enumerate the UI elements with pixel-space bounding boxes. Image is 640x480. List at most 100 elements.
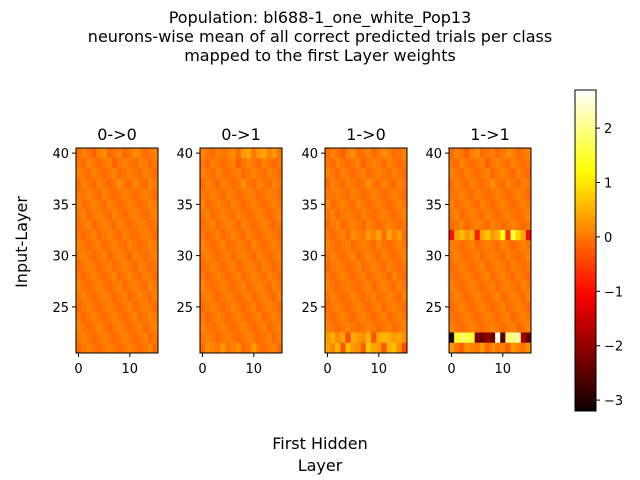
heatmap-panel: 1->1 25 30 35 40 0 10 — [425, 125, 532, 377]
x-tick-label: 0 — [74, 362, 82, 377]
heatmap-cell — [117, 189, 123, 200]
heatmap-cell — [117, 148, 123, 159]
heatmap-cell — [132, 230, 138, 241]
heatmap-cell — [111, 199, 118, 210]
heatmap-cell — [490, 199, 496, 210]
heatmap-cell — [490, 178, 496, 190]
heatmap-cell — [520, 158, 527, 169]
heatmap-cell — [230, 301, 237, 313]
heatmap-cell — [256, 291, 262, 303]
heatmap-cell — [81, 291, 87, 303]
heatmap-cell — [230, 230, 237, 241]
heatmap-cell — [495, 301, 501, 313]
heatmap-cell — [205, 199, 211, 210]
heatmap-cell — [266, 209, 273, 221]
heatmap-cell — [490, 301, 496, 313]
heatmap-cell — [520, 332, 527, 344]
heatmap-cell — [200, 301, 206, 313]
y-tick-label: 30 — [52, 250, 69, 265]
heatmap-cell — [345, 271, 352, 282]
heatmap-cell — [350, 148, 357, 159]
heatmap-cell — [474, 168, 481, 180]
heatmap-cell — [469, 240, 476, 251]
heatmap-cell — [220, 312, 227, 323]
heatmap-cell — [345, 301, 352, 313]
y-tick-label: 30 — [425, 250, 442, 265]
heatmap-cell — [132, 219, 138, 231]
heatmap-cell — [266, 342, 273, 354]
heatmap-cell — [330, 230, 336, 241]
heatmap-cell — [371, 178, 377, 190]
heatmap-cell — [117, 168, 123, 180]
heatmap-cell — [469, 291, 476, 303]
heatmap-cell — [474, 342, 481, 354]
heatmap-cell — [355, 322, 362, 333]
heatmap-cell — [454, 168, 460, 180]
heatmap-cell — [396, 301, 403, 313]
heatmap-cell — [205, 322, 211, 333]
heatmap-cell — [147, 189, 154, 200]
heatmap-cell — [271, 271, 278, 282]
heatmap-cell — [325, 230, 331, 241]
heatmap-cell — [325, 148, 331, 159]
heatmap-cell — [137, 230, 144, 241]
heatmap-cell — [86, 199, 92, 210]
heatmap-cell — [479, 271, 486, 282]
heatmap-cell — [490, 312, 496, 323]
colorbar-tick-label: 2 — [604, 122, 612, 137]
heatmap-cell — [86, 271, 92, 282]
heatmap-cell — [152, 250, 159, 262]
heatmap-cell — [355, 178, 362, 190]
heatmap-cell — [106, 271, 113, 282]
heatmap-cell — [525, 312, 532, 323]
heatmap-cell — [271, 332, 278, 344]
heatmap-cell — [454, 250, 460, 262]
heatmap-cell — [251, 219, 257, 231]
heatmap-cell — [210, 240, 216, 251]
heatmap-cell — [147, 158, 154, 169]
heatmap-cell — [225, 209, 232, 221]
heatmap-cell — [81, 219, 87, 231]
heatmap-cell — [200, 209, 206, 221]
heatmap-cell — [469, 148, 476, 159]
heatmap-cell — [132, 312, 138, 323]
heatmap-cell — [271, 148, 278, 159]
heatmap-cell — [340, 168, 346, 180]
heatmap-cell — [210, 178, 216, 190]
heatmap-cell — [479, 332, 486, 344]
heatmap-cell — [459, 168, 465, 180]
heatmap-cell — [325, 291, 331, 303]
heatmap-cell — [210, 250, 216, 262]
heatmap-cell — [360, 209, 367, 221]
heatmap-cell — [401, 322, 408, 333]
heatmap-cell — [520, 342, 527, 354]
heatmap-cell — [340, 301, 346, 313]
heatmap-cell — [391, 342, 398, 354]
heatmap-cell — [515, 322, 522, 333]
heatmap-cell — [360, 322, 367, 333]
heatmap-cell — [484, 158, 491, 169]
heatmap-cell — [142, 312, 149, 323]
heatmap-cell — [142, 230, 149, 241]
heatmap-cell — [122, 199, 128, 210]
heatmap-cell — [271, 158, 278, 169]
heatmap-cell — [96, 178, 103, 190]
heatmap-cell — [205, 281, 211, 292]
heatmap-cell — [335, 219, 341, 231]
heatmap-cell — [396, 230, 403, 241]
heatmap-cell — [142, 301, 149, 313]
heatmap-cell — [350, 332, 357, 344]
heatmap-cell — [325, 260, 331, 272]
heatmap-cell — [210, 260, 216, 272]
heatmap-cell — [401, 199, 408, 210]
heatmap-cell — [340, 209, 346, 221]
heatmap-cell — [251, 322, 257, 333]
heatmap-cell — [484, 332, 491, 344]
heatmap-cell — [137, 240, 144, 251]
heatmap-cell — [479, 178, 486, 190]
heatmap-cell — [510, 230, 517, 241]
heatmap-cell — [111, 148, 118, 159]
heatmap-cell — [381, 178, 387, 190]
heatmap-cell — [469, 332, 476, 344]
heatmap-cell — [91, 158, 97, 169]
